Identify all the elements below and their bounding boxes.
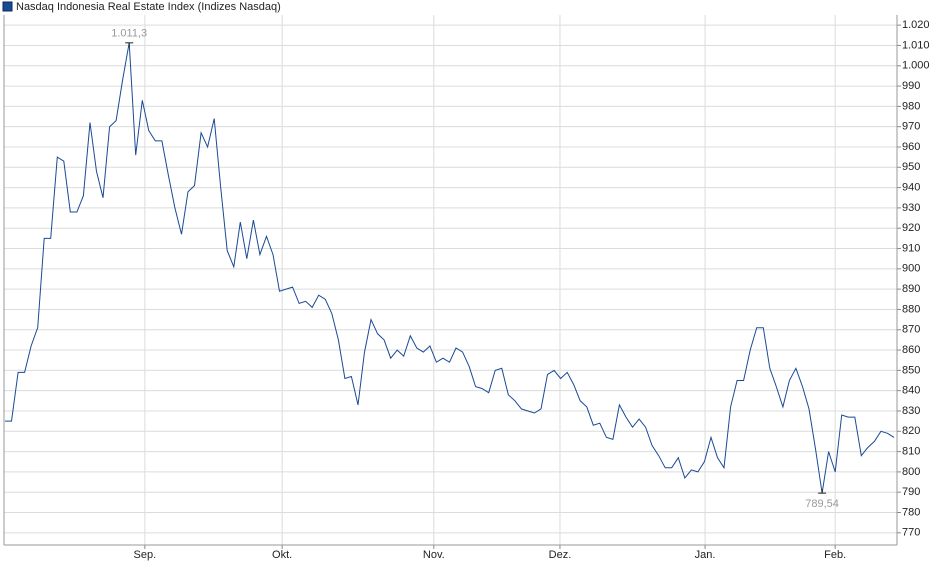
y-tick-label: 910 [902, 242, 920, 254]
y-tick-label: 980 [902, 100, 920, 112]
y-tick-label: 880 [902, 303, 920, 315]
y-tick-label: 860 [902, 344, 920, 356]
extreme-label: 1.011,3 [111, 28, 147, 40]
y-tick-label: 770 [902, 527, 920, 539]
y-tick-label: 820 [902, 425, 920, 437]
y-tick-label: 830 [902, 405, 920, 417]
x-tick-label: Okt. [272, 549, 292, 561]
y-tick-label: 920 [902, 222, 920, 234]
x-tick-label: Feb. [824, 549, 846, 561]
y-tick-label: 780 [902, 506, 920, 518]
legend-label: Nasdaq Indonesia Real Estate Index (Indi… [16, 1, 281, 13]
y-tick-label: 1.010 [902, 39, 930, 51]
line [5, 42, 895, 494]
x-tick-label: Sep. [134, 549, 157, 561]
y-tick-label: 990 [902, 80, 920, 92]
y-tick-label: 870 [902, 324, 920, 336]
legend-swatch [2, 1, 13, 12]
y-tick-label: 850 [902, 364, 920, 376]
y-tick-label: 950 [902, 161, 920, 173]
y-tick-label: 790 [902, 486, 920, 498]
x-tick-label: Dez. [549, 549, 572, 561]
extreme-label: 789,54 [805, 498, 839, 510]
y-tick-label: 900 [902, 263, 920, 275]
x-tick-label: Jan. [695, 549, 716, 561]
y-tick-label: 1.000 [902, 60, 930, 72]
y-tick-label: 810 [902, 445, 920, 457]
x-tick-label: Nov. [423, 549, 445, 561]
y-tick-label: 960 [902, 141, 920, 153]
y-tick-label: 970 [902, 121, 920, 133]
y-tick-label: 890 [902, 283, 920, 295]
y-tick-label: 930 [902, 202, 920, 214]
y-tick-label: 840 [902, 385, 920, 397]
y-tick-label: 1.020 [902, 19, 930, 31]
y-tick-label: 800 [902, 466, 920, 478]
y-tick-label: 940 [902, 182, 920, 194]
